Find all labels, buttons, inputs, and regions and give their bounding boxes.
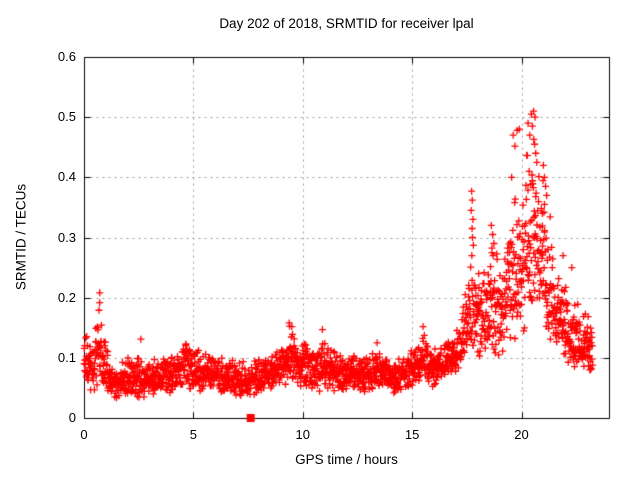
y-axis-label: SRMTID / TECUs <box>13 183 29 291</box>
x-tick-label: 5 <box>189 427 197 442</box>
y-tick-label: 0.4 <box>57 169 76 185</box>
y-tick-label: 0.5 <box>57 109 76 125</box>
x-axis-label: GPS time / hours <box>295 452 398 467</box>
y-tick-label: 0.2 <box>57 289 76 305</box>
y-tick-label: 0.6 <box>57 49 76 64</box>
x-tick-label: 15 <box>404 427 420 442</box>
y-tick-label: 0.3 <box>57 229 76 245</box>
x-tick-label: 10 <box>295 427 310 442</box>
x-tick-label: 20 <box>514 427 529 442</box>
y-tick-label: 0 <box>68 410 76 425</box>
y-tick-label: 0.1 <box>57 349 76 365</box>
x-tick-label: 0 <box>80 427 88 442</box>
chart-title: Day 202 of 2018, SRMTID for receiver lpa… <box>219 16 474 31</box>
